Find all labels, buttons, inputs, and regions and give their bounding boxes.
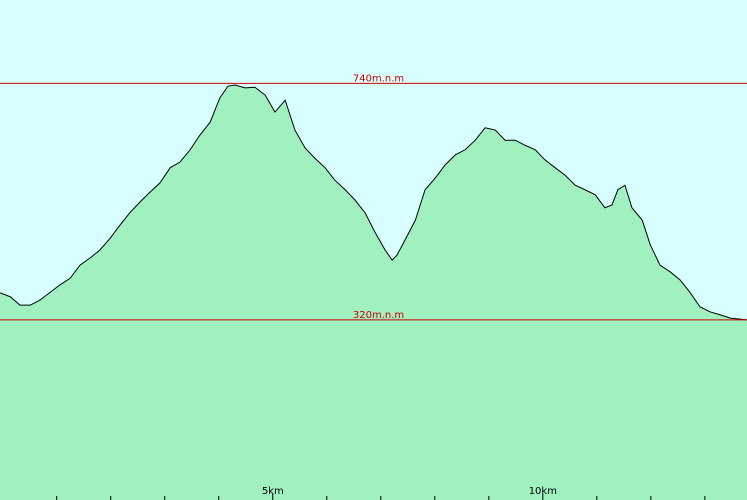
x-tick-label: 5km xyxy=(262,486,284,497)
reference-label: 320m.n.m xyxy=(353,310,404,321)
x-tick-label: 10km xyxy=(529,486,557,497)
area-fill xyxy=(0,85,747,500)
profile-line xyxy=(0,84,747,321)
reference-label: 740m.n.m xyxy=(353,73,404,84)
